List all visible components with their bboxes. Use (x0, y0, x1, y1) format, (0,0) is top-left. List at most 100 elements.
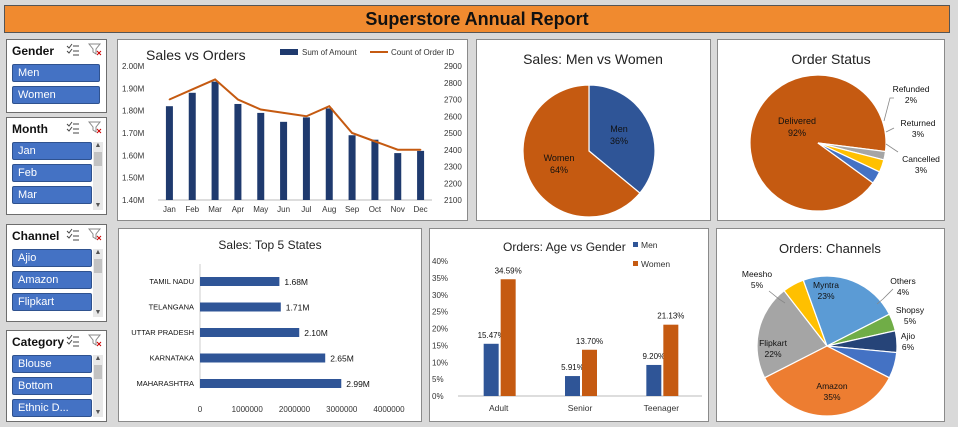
scroll-down-icon[interactable]: ▼ (94, 202, 102, 209)
scroll-up-icon[interactable]: ▲ (94, 249, 102, 256)
data-label-name: Meesho (742, 269, 773, 279)
bar-maharashtra (200, 379, 342, 388)
clear-filter-icon[interactable] (88, 121, 102, 134)
x-tick-label: 0 (198, 405, 203, 414)
y-left-tick: 1.70M (122, 129, 145, 138)
x-tick-label: Mar (208, 205, 222, 214)
data-label-name: Flipkart (759, 338, 788, 348)
scroll-thumb[interactable] (94, 152, 102, 166)
y-tick-label: UTTAR PRADESH (131, 328, 194, 337)
point-orders-feb (191, 88, 194, 91)
slicer-scrollbar[interactable]: ▲ ▼ (93, 142, 103, 210)
y-right-tick: 2400 (444, 146, 462, 155)
data-label-value: 2% (905, 95, 918, 105)
multi-select-icon[interactable] (66, 121, 80, 134)
y-right-tick: 2200 (444, 179, 462, 188)
x-tick-label: Jan (163, 205, 176, 214)
legend-label-amount: Sum of Amount (302, 48, 357, 57)
y-right-tick: 2100 (444, 196, 462, 205)
x-tick-label: Senior (568, 403, 593, 413)
y-right-tick: 2700 (444, 96, 462, 105)
slicer-item-men[interactable]: Men (12, 64, 100, 82)
x-tick-label: Aug (322, 205, 336, 214)
scroll-down-icon[interactable]: ▼ (94, 309, 102, 316)
leader-line (885, 127, 895, 133)
y-left-tick: 1.40M (122, 196, 145, 205)
data-label-value: 23% (817, 291, 834, 301)
data-label-value: 36% (610, 136, 628, 146)
bar-amount-oct (371, 139, 379, 200)
bar-amount-dec (417, 150, 425, 200)
slicer-title: Category (12, 335, 65, 349)
bar-men-senior (565, 376, 580, 396)
point-orders-nov (396, 148, 399, 151)
data-label-value: 92% (788, 128, 806, 138)
slicer-item-jan[interactable]: Jan (12, 142, 92, 160)
data-label-value: 35% (823, 392, 840, 402)
slicer-item-ethnic-d[interactable]: Ethnic D... (12, 399, 92, 417)
data-label-name: Returned (901, 118, 936, 128)
scroll-down-icon[interactable]: ▼ (94, 409, 102, 416)
slicer-item-ajio[interactable]: Ajio (12, 249, 92, 267)
bar-amount-nov (394, 153, 402, 200)
bar-men-teenager (646, 364, 662, 396)
slicer-item-amazon[interactable]: Amazon (12, 271, 92, 289)
pie-slice-men (588, 84, 656, 194)
top-states-chart: Sales: Top 5 States TAMIL NADU 1.68M TELANG… (131, 238, 405, 414)
scroll-thumb[interactable] (94, 365, 102, 379)
panel-sales-men-women: Sales: Men vs Women Men 36% Women 64% (476, 39, 711, 221)
clear-filter-icon[interactable] (88, 228, 102, 241)
y-tick-label: 40% (432, 257, 448, 266)
pie-slice-amazon (763, 345, 891, 417)
slicer-gender: Gender Men Women (6, 39, 107, 113)
chart-title: Sales: Men vs Women (523, 51, 663, 67)
y-left-tick: 1.50M (122, 174, 145, 183)
slicer-item-feb[interactable]: Feb (12, 164, 92, 182)
data-label-value: 4% (897, 287, 910, 297)
slicer-item-mar[interactable]: Mar (12, 186, 92, 204)
bar-women-senior (582, 349, 597, 396)
data-label-name: Refunded (893, 84, 930, 94)
panel-channels: Orders: Channels Amazon 35% Flipkart 22% Mees… (716, 228, 945, 422)
data-label-value: 64% (550, 165, 568, 175)
data-label-name: Men (610, 124, 628, 134)
slicer-month: Month Jan Feb Mar ▲ ▼ (6, 117, 107, 215)
point-orders-jan (168, 98, 171, 101)
point-orders-oct (374, 140, 376, 143)
slicer-item-flipkart[interactable]: Flipkart (12, 293, 92, 311)
y-right-tick: 2600 (444, 112, 462, 121)
point-orders-dec (419, 148, 422, 151)
data-label-value: 6% (902, 342, 915, 352)
bar-amount-feb (188, 92, 196, 200)
x-tick-label: Apr (232, 205, 245, 214)
scroll-up-icon[interactable]: ▲ (94, 142, 102, 149)
y-tick-label: 5% (432, 375, 444, 384)
slicer-item-blouse[interactable]: Blouse (12, 355, 92, 373)
data-label: 2.10M (304, 328, 328, 338)
y-tick-label: 25% (432, 308, 448, 317)
y-tick-label: KARNATAKA (150, 354, 194, 363)
slicer-scrollbar[interactable]: ▲ ▼ (93, 249, 103, 317)
data-label: 9.20% (642, 352, 665, 361)
y-left-tick: 1.90M (122, 84, 145, 93)
multi-select-icon[interactable] (66, 43, 80, 56)
slicer-item-women[interactable]: Women (12, 86, 100, 104)
multi-select-icon[interactable] (66, 228, 80, 241)
bar-amount-sep (348, 135, 356, 200)
y-right-tick: 2800 (444, 79, 462, 88)
scroll-up-icon[interactable]: ▲ (94, 355, 102, 362)
pie-slice-flipkart (756, 289, 828, 379)
point-orders-may (259, 108, 262, 111)
clear-filter-icon[interactable] (88, 334, 102, 347)
clear-filter-icon[interactable] (88, 43, 102, 56)
scroll-thumb[interactable] (94, 259, 102, 273)
leader-line (768, 290, 786, 304)
data-label-value: 22% (764, 349, 781, 359)
slicer-scrollbar[interactable]: ▲ ▼ (93, 355, 103, 417)
slicer-item-bottom[interactable]: Bottom (12, 377, 92, 395)
bar-amount-may (257, 112, 265, 200)
data-label-value: 3% (912, 129, 925, 139)
multi-select-icon[interactable] (66, 334, 80, 347)
y-tick-label: 30% (432, 291, 448, 300)
y-tick-label: TAMIL NADU (149, 277, 194, 286)
